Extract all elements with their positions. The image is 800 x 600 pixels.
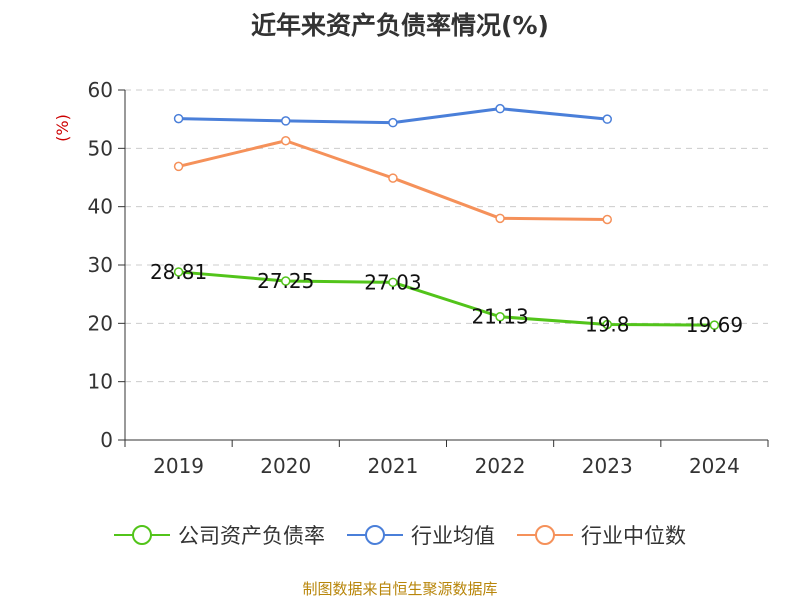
data-point-1-1 xyxy=(281,116,291,126)
data-point-1-3 xyxy=(495,103,505,114)
series-line-0 xyxy=(178,270,715,327)
data-label-0-1: 27.25 xyxy=(257,269,314,293)
legend-swatch-marker xyxy=(365,525,385,545)
data-point-2-0 xyxy=(173,161,184,172)
axes: 0 10 20 30 40 50 60 2019 2020 2021 2022 2023 2024 xyxy=(88,78,769,478)
grid-lines xyxy=(125,89,768,383)
data-label-0-4: 19.8 xyxy=(585,313,630,337)
data-point-1-0 xyxy=(173,113,184,124)
data-point-0-1 xyxy=(281,276,291,286)
data-label-0-5: 19.69 xyxy=(686,313,743,337)
data-point-2-4 xyxy=(602,214,612,225)
data-point-0-4 xyxy=(602,319,612,330)
y-tick-label-20: 20 xyxy=(88,311,113,335)
data-label-0-2: 27.03 xyxy=(364,270,421,294)
data-label-0-0: 28.81 xyxy=(150,260,207,284)
legend-item-0[interactable]: 公司资产负债率 xyxy=(114,520,325,550)
data-point-2-2 xyxy=(388,173,398,183)
legend-swatch-icon xyxy=(114,525,170,545)
data-point-0-2 xyxy=(388,277,398,288)
y-tick-label-10: 10 xyxy=(88,370,113,394)
chart-title: 近年来资产负债率情况(%) xyxy=(251,11,549,40)
x-tick-label-2020: 2020 xyxy=(260,454,311,478)
data-point-1-2 xyxy=(388,117,398,128)
legend-item-2[interactable]: 行业中位数 xyxy=(517,520,686,550)
legend-label: 行业均值 xyxy=(411,524,495,548)
legend-swatch-marker xyxy=(132,525,152,545)
y-tick-label-60: 60 xyxy=(88,78,113,102)
series-lines xyxy=(173,103,720,330)
y-axis-label: (%) xyxy=(53,114,72,142)
y-tick-label-0: 0 xyxy=(100,428,113,452)
legend: 公司资产负债率 行业均值 行业中位数 xyxy=(0,520,800,550)
x-tick-label-2024: 2024 xyxy=(689,454,740,478)
y-tick-label-40: 40 xyxy=(88,195,113,219)
source-note: 制图数据来自恒生聚源数据库 xyxy=(302,580,498,598)
legend-label: 公司资产负债率 xyxy=(178,524,325,548)
data-labels: 28.81 27.25 27.03 21.13 19.8 19.69 xyxy=(150,260,743,337)
y-tick-label-50: 50 xyxy=(88,136,113,160)
legend-item-1[interactable]: 行业均值 xyxy=(347,520,495,550)
data-point-2-1 xyxy=(281,136,291,146)
x-tick-label-2022: 2022 xyxy=(475,454,526,478)
legend-label: 行业中位数 xyxy=(581,524,686,548)
data-point-0-0 xyxy=(173,267,184,277)
data-point-0-5 xyxy=(709,320,720,330)
x-tick-label-2023: 2023 xyxy=(582,454,633,478)
data-point-1-4 xyxy=(602,114,612,124)
legend-swatch-icon xyxy=(347,525,403,545)
data-point-0-3 xyxy=(495,311,505,322)
x-tick-label-2021: 2021 xyxy=(367,454,418,478)
data-point-2-3 xyxy=(495,213,505,224)
legend-swatch-icon xyxy=(517,525,573,545)
data-label-0-3: 21.13 xyxy=(471,305,528,329)
legend-swatch-marker xyxy=(535,525,555,545)
y-tick-label-30: 30 xyxy=(88,253,113,277)
x-tick-label-2019: 2019 xyxy=(153,454,204,478)
